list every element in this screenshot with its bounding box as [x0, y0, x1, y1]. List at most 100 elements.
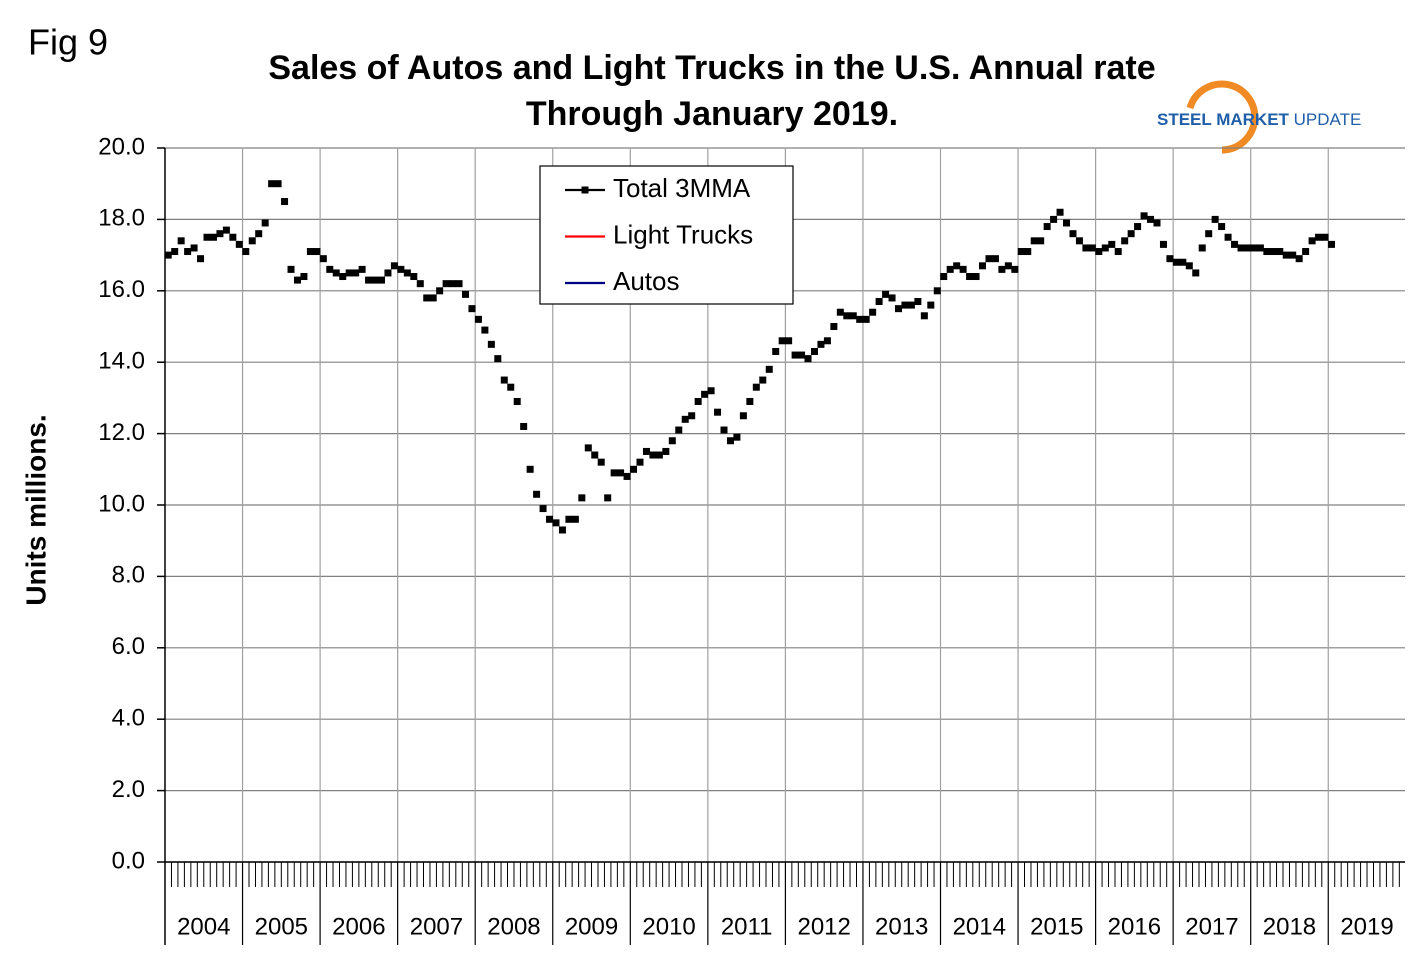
series-marker: [539, 505, 547, 513]
series-marker: [1088, 244, 1096, 252]
series-marker: [959, 265, 967, 273]
series-marker: [752, 383, 760, 391]
series-marker: [998, 265, 1006, 273]
x-tick-label: 2016: [1108, 913, 1161, 940]
series-marker: [533, 490, 541, 498]
series-marker: [184, 248, 192, 256]
series-marker: [1256, 244, 1264, 252]
series-marker: [1127, 230, 1135, 238]
series-marker: [1159, 240, 1167, 248]
series-marker: [300, 273, 308, 281]
series-marker: [966, 273, 974, 281]
series-marker: [849, 312, 857, 320]
series-marker: [1211, 215, 1219, 223]
series-marker: [513, 397, 521, 405]
series-marker: [429, 294, 437, 302]
series-marker: [371, 276, 379, 284]
series-marker: [785, 337, 793, 345]
series-marker: [565, 515, 573, 523]
series-marker: [500, 376, 508, 384]
series-marker: [1050, 215, 1058, 223]
series-marker: [726, 437, 734, 445]
series-marker: [268, 180, 276, 188]
series-marker: [1056, 208, 1064, 216]
series-marker: [914, 298, 922, 306]
series-marker: [190, 244, 198, 252]
series-marker: [681, 415, 689, 423]
series-marker: [345, 269, 353, 277]
series-marker: [410, 273, 418, 281]
series-marker: [1269, 248, 1277, 256]
x-tick-label: 2018: [1263, 913, 1316, 940]
series-marker: [281, 198, 289, 206]
series-marker: [416, 280, 424, 288]
chart-title: Through January 2019.: [526, 95, 898, 133]
series-marker: [688, 412, 696, 420]
series-marker: [1101, 244, 1109, 252]
series-marker: [1030, 237, 1038, 245]
x-tick-label: 2004: [177, 913, 230, 940]
series-marker: [714, 408, 722, 416]
y-tick-label: 20.0: [98, 133, 145, 160]
series-marker: [255, 230, 263, 238]
x-tick-label: 2019: [1340, 913, 1393, 940]
series-marker: [390, 262, 398, 270]
x-tick-label: 2013: [875, 913, 928, 940]
series-marker: [1075, 237, 1083, 245]
series-marker: [1069, 230, 1077, 238]
series-marker: [610, 469, 618, 477]
series-marker: [843, 312, 851, 320]
y-tick-label: 12.0: [98, 419, 145, 446]
series-marker: [358, 265, 366, 273]
series-marker: [1308, 237, 1316, 245]
series-marker: [1276, 248, 1284, 256]
series-marker: [164, 251, 172, 259]
series-marker: [946, 265, 954, 273]
series-marker: [1121, 237, 1129, 245]
series-marker: [1179, 258, 1187, 266]
series-marker: [888, 294, 896, 302]
series-marker: [584, 444, 592, 452]
series-marker: [817, 340, 825, 348]
series-marker: [901, 301, 909, 309]
x-tick-label: 2015: [1030, 913, 1083, 940]
y-tick-label: 6.0: [112, 633, 145, 660]
x-tick-label: 2008: [487, 913, 540, 940]
y-tick-label: 8.0: [112, 562, 145, 589]
series-marker: [546, 515, 554, 523]
series-marker: [229, 233, 237, 241]
series-marker: [882, 290, 890, 298]
series-marker: [662, 447, 670, 455]
series-marker: [248, 237, 256, 245]
series-marker: [1063, 219, 1071, 227]
series-marker: [655, 451, 663, 459]
series-marker: [836, 308, 844, 316]
series-marker: [1024, 248, 1032, 256]
series-marker: [1011, 265, 1019, 273]
series-marker: [985, 255, 993, 263]
series-marker: [778, 337, 786, 345]
series-marker: [604, 494, 612, 502]
x-tick-label: 2006: [332, 913, 385, 940]
x-tick-label: 2017: [1185, 913, 1238, 940]
series-marker: [468, 305, 476, 313]
series-marker: [920, 312, 928, 320]
y-tick-label: 0.0: [112, 847, 145, 874]
series-marker: [765, 365, 773, 373]
series-marker: [668, 437, 676, 445]
y-tick-label: 4.0: [112, 705, 145, 732]
series-marker: [306, 248, 314, 256]
series-marker: [823, 337, 831, 345]
series-marker: [442, 280, 450, 288]
x-tick-label: 2010: [642, 913, 695, 940]
series-marker: [339, 273, 347, 281]
series-marker: [474, 315, 482, 323]
series-marker: [1243, 244, 1251, 252]
figure-label: Fig 9: [28, 22, 108, 63]
series-marker: [746, 397, 754, 405]
series-marker: [1302, 248, 1310, 256]
series-marker: [707, 387, 715, 395]
series-marker: [1082, 244, 1090, 252]
x-tick-label: 2005: [255, 913, 308, 940]
logo-arc: [1186, 80, 1259, 154]
